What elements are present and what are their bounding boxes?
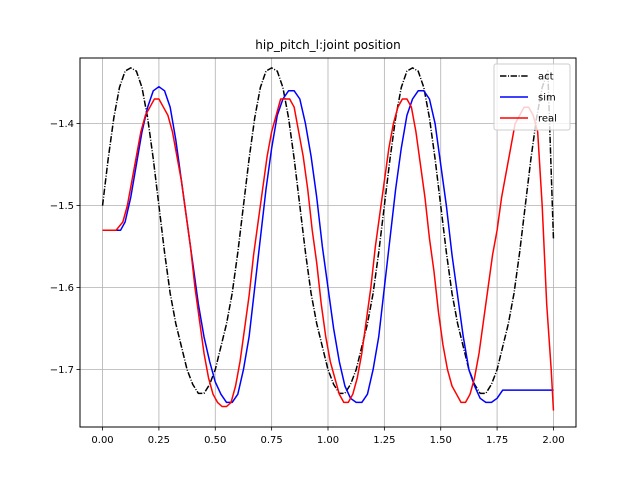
series-group xyxy=(101,67,555,411)
x-tick-label: 0.25 xyxy=(148,435,170,446)
x-tick-label: 2.00 xyxy=(542,435,564,446)
y-tick-label: −1.6 xyxy=(50,283,74,294)
x-tick-label: 0.50 xyxy=(204,435,226,446)
x-tick-label: 1.25 xyxy=(373,435,395,446)
x-tick-label: 0.75 xyxy=(261,435,283,446)
y-tick-label: −1.5 xyxy=(50,201,74,212)
legend-label-act: act xyxy=(538,72,554,83)
series-line-act xyxy=(101,67,555,395)
y-tick-label: −1.7 xyxy=(50,365,74,376)
y-tick-label: −1.4 xyxy=(50,119,74,130)
x-tick-label: 1.75 xyxy=(486,435,508,446)
x-tick-label: 1.00 xyxy=(317,435,339,446)
x-tick-label: 1.50 xyxy=(430,435,452,446)
x-tick-label: 0.00 xyxy=(91,435,113,446)
legend-label-sim: sim xyxy=(538,93,556,104)
legend-box xyxy=(493,63,571,131)
legend: act sim real xyxy=(493,63,571,131)
axes: 0.00 0.25 0.50 0.75 1.00 1.25 1.50 1.75 2.00 −1.7… xyxy=(50,119,565,446)
series-line-real xyxy=(102,98,555,411)
chart-title: hip_pitch_l:joint position xyxy=(255,38,400,52)
legend-label-real: real xyxy=(538,114,557,125)
